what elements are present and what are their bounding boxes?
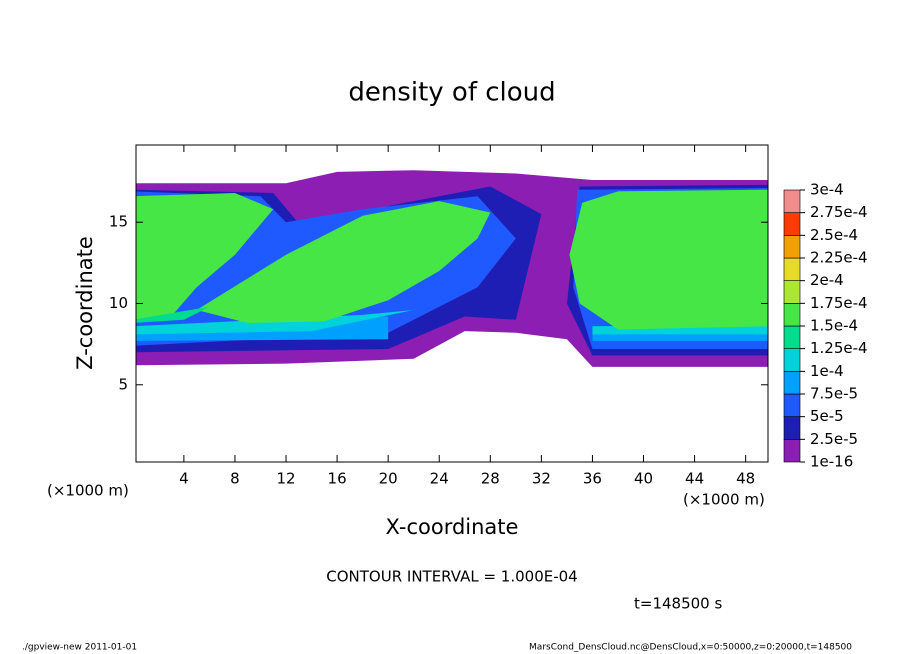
y-tick-label: 10 — [109, 294, 128, 312]
x-tick-label: 4 — [179, 470, 189, 488]
x-tick-label: 8 — [230, 470, 240, 488]
time-label: t=148500 s — [634, 595, 722, 613]
colorbar-label: 1.5e-4 — [810, 317, 858, 335]
colorbar-box — [783, 303, 801, 327]
x-axis-label: X-coordinate — [386, 515, 519, 539]
x-tick-label: 36 — [583, 470, 602, 488]
x-tick-label: 28 — [481, 470, 500, 488]
colorbar-label: 1e-16 — [810, 453, 853, 471]
contour-region — [136, 306, 210, 323]
x-tick-label: 48 — [736, 470, 755, 488]
x-tick-label: 40 — [634, 470, 653, 488]
contour-region — [569, 189, 768, 330]
colorbar-label: 7.5e-5 — [810, 385, 858, 403]
colorbar-label: 5e-5 — [810, 407, 844, 425]
colorbar-box — [783, 416, 801, 440]
colorbar-label: 1.75e-4 — [810, 294, 868, 312]
colorbar-box — [783, 393, 801, 417]
colorbar-label: 1e-4 — [810, 362, 844, 380]
footer-left: ./gpview-new 2011-01-01 — [22, 643, 137, 653]
x-tick-label: 44 — [685, 470, 704, 488]
colorbar-label: 2e-4 — [810, 271, 844, 289]
colorbar-box — [783, 371, 801, 395]
colorbar-label: 3e-4 — [810, 181, 844, 199]
colorbar-label: 2.25e-4 — [810, 249, 868, 267]
colorbar-box — [783, 280, 801, 304]
chart-title: density of cloud — [348, 78, 555, 108]
y-tick-label: 15 — [109, 213, 128, 231]
y-tick-label: 5 — [118, 375, 128, 393]
colorbar-label: 2.5e-4 — [810, 226, 858, 244]
contour-region — [196, 201, 491, 324]
contour-region — [136, 192, 274, 323]
colorbar-box — [783, 257, 801, 281]
colorbar-box — [783, 439, 801, 463]
x-tick-label: 20 — [379, 470, 398, 488]
field — [136, 170, 768, 367]
contour-interval: CONTOUR INTERVAL = 1.000E-04 — [326, 568, 577, 586]
colorbar-box — [783, 348, 801, 372]
x-unit: (×1000 m) — [47, 482, 129, 500]
x-tick-label: 12 — [276, 470, 295, 488]
colorbar-box — [783, 212, 801, 236]
x-tick-label: 16 — [328, 470, 347, 488]
colorbar-label: 1.25e-4 — [810, 339, 868, 357]
x-tick-label: 24 — [430, 470, 449, 488]
footer-right: MarsCond_DensCloud.nc@DensCloud,x=0:5000… — [529, 643, 852, 653]
colorbar-box — [783, 235, 801, 259]
colorbar-label: 2.5e-5 — [810, 430, 858, 448]
y-axis-label: Z-coordinate — [73, 236, 97, 370]
colorbar-box — [783, 189, 801, 213]
colorbar-label: 2.75e-4 — [810, 203, 868, 221]
x-tick-label: 32 — [532, 470, 551, 488]
colorbar-box — [783, 325, 801, 349]
x-unit: (×1000 m) — [683, 491, 765, 509]
